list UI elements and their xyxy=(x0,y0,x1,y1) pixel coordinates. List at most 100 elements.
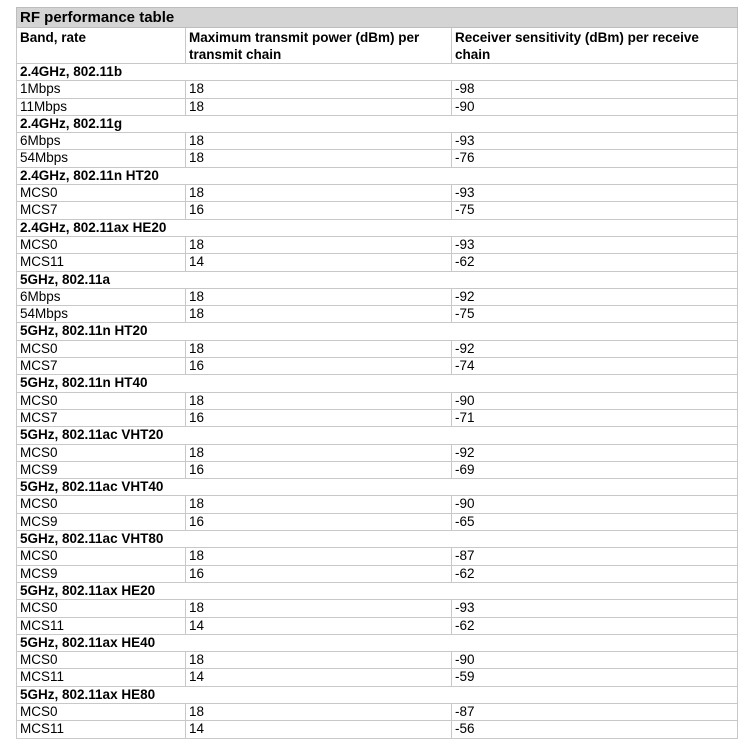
table-row: MCS11 14 -56 xyxy=(16,720,739,739)
group-header-row: 5GHz, 802.11n HT20 xyxy=(15,322,739,341)
group-name: 5GHz, 802.11n HT20 xyxy=(15,322,739,341)
table-row: MCS9 16 -65 xyxy=(16,512,739,532)
table-row: MCS0 18 -90 xyxy=(16,495,739,514)
cell-max-transmit-power: 14 xyxy=(185,616,452,635)
table-row: MCS0 18 -90 xyxy=(16,391,739,410)
table-row: MCS0 18 -90 xyxy=(16,651,739,670)
rf-performance-table: RF performance table Band, rate Maximum … xyxy=(15,7,739,739)
cell-rate: MCS0 xyxy=(16,235,186,255)
cell-max-transmit-power: 18 xyxy=(185,599,452,618)
group-header-row: 2.4GHz, 802.11ax HE20 xyxy=(15,218,739,237)
table-row: 54Mbps 18 -76 xyxy=(16,149,739,168)
cell-receiver-sensitivity: -62 xyxy=(450,616,739,635)
table-row: 6Mbps 18 -92 xyxy=(16,287,739,307)
cell-max-transmit-power: 16 xyxy=(185,408,452,428)
cell-max-transmit-power: 18 xyxy=(185,391,452,410)
header-receiver-sensitivity: Receiver sensitivity (dBm) per receive c… xyxy=(450,27,739,64)
group-header-row: 2.4GHz, 802.11n HT20 xyxy=(15,166,739,186)
table-row: 1Mbps 18 -98 xyxy=(16,80,739,99)
header-max-transmit-power: Maximum transmit power (dBm) per transmi… xyxy=(185,27,452,64)
group-header-row: 5GHz, 802.11a xyxy=(15,270,739,289)
cell-receiver-sensitivity: -75 xyxy=(450,305,739,324)
group-header-row: 5GHz, 802.11ax HE40 xyxy=(15,633,739,653)
cell-receiver-sensitivity: -92 xyxy=(450,339,739,359)
group-name: 2.4GHz, 802.11ax HE20 xyxy=(15,218,739,237)
cell-max-transmit-power: 14 xyxy=(185,253,452,272)
cell-receiver-sensitivity: -90 xyxy=(450,97,739,116)
group-name: 5GHz, 802.11ax HE20 xyxy=(15,581,739,601)
cell-rate: 1Mbps xyxy=(16,80,186,99)
cell-max-transmit-power: 14 xyxy=(185,720,452,739)
cell-max-transmit-power: 18 xyxy=(185,305,452,324)
cell-rate: MCS7 xyxy=(16,201,186,220)
table-row: MCS0 18 -93 xyxy=(16,184,739,203)
group-header-row: 5GHz, 802.11n HT40 xyxy=(15,374,739,393)
table-row: MCS9 16 -69 xyxy=(16,460,739,480)
cell-max-transmit-power: 18 xyxy=(185,495,452,514)
cell-receiver-sensitivity: -74 xyxy=(450,357,739,376)
table-row: 6Mbps 18 -93 xyxy=(16,132,739,151)
group-header-row: 5GHz, 802.11ac VHT20 xyxy=(15,426,739,445)
cell-receiver-sensitivity: -93 xyxy=(450,184,739,203)
cell-max-transmit-power: 18 xyxy=(185,339,452,359)
cell-receiver-sensitivity: -90 xyxy=(450,391,739,410)
cell-rate: MCS7 xyxy=(16,357,186,376)
cell-receiver-sensitivity: -76 xyxy=(450,149,739,168)
cell-max-transmit-power: 18 xyxy=(185,443,452,462)
table-row: MCS0 18 -87 xyxy=(16,702,739,722)
cell-max-transmit-power: 18 xyxy=(185,547,452,566)
group-header-row: 2.4GHz, 802.11g xyxy=(15,114,739,134)
group-name: 2.4GHz, 802.11n HT20 xyxy=(15,166,739,186)
group-name: 5GHz, 802.11ac VHT20 xyxy=(15,426,739,445)
group-name: 5GHz, 802.11ax HE40 xyxy=(15,633,739,653)
cell-rate: 6Mbps xyxy=(16,287,186,307)
cell-receiver-sensitivity: -93 xyxy=(450,235,739,255)
cell-max-transmit-power: 18 xyxy=(185,80,452,99)
table-row: MCS0 18 -92 xyxy=(16,443,739,462)
cell-rate: MCS11 xyxy=(16,253,186,272)
group-header-row: 5GHz, 802.11ax HE20 xyxy=(15,581,739,601)
cell-receiver-sensitivity: -71 xyxy=(450,408,739,428)
cell-receiver-sensitivity: -65 xyxy=(450,512,739,532)
cell-max-transmit-power: 16 xyxy=(185,357,452,376)
cell-max-transmit-power: 18 xyxy=(185,149,452,168)
cell-receiver-sensitivity: -90 xyxy=(450,651,739,670)
cell-rate: MCS0 xyxy=(16,391,186,410)
table-row: 11Mbps 18 -90 xyxy=(16,97,739,116)
cell-rate: 6Mbps xyxy=(16,132,186,151)
table-row: MCS7 16 -74 xyxy=(16,357,739,376)
group-header-row: 5GHz, 802.11ac VHT80 xyxy=(15,530,739,549)
cell-rate: 54Mbps xyxy=(16,305,186,324)
group-name: 5GHz, 802.11ac VHT80 xyxy=(15,530,739,549)
table-row: MCS7 16 -75 xyxy=(16,201,739,220)
cell-max-transmit-power: 16 xyxy=(185,460,452,480)
cell-receiver-sensitivity: -93 xyxy=(450,599,739,618)
group-name: 2.4GHz, 802.11b xyxy=(15,62,739,82)
cell-receiver-sensitivity: -90 xyxy=(450,495,739,514)
group-name: 5GHz, 802.11n HT40 xyxy=(15,374,739,393)
cell-receiver-sensitivity: -92 xyxy=(450,287,739,307)
cell-rate: MCS0 xyxy=(16,651,186,670)
cell-max-transmit-power: 18 xyxy=(185,132,452,151)
cell-receiver-sensitivity: -98 xyxy=(450,80,739,99)
cell-receiver-sensitivity: -87 xyxy=(450,547,739,566)
group-name: 2.4GHz, 802.11g xyxy=(15,114,739,134)
cell-max-transmit-power: 18 xyxy=(185,184,452,203)
header-row: Band, rate Maximum transmit power (dBm) … xyxy=(16,27,739,64)
group-name: 5GHz, 802.11ax HE80 xyxy=(15,685,739,704)
table-row: MCS9 16 -62 xyxy=(16,564,739,583)
table-row: MCS11 14 -62 xyxy=(16,253,739,272)
cell-rate: MCS0 xyxy=(16,443,186,462)
cell-max-transmit-power: 16 xyxy=(185,564,452,583)
table-title-row: RF performance table xyxy=(15,7,739,28)
cell-rate: 11Mbps xyxy=(16,97,186,116)
cell-receiver-sensitivity: -62 xyxy=(450,564,739,583)
cell-receiver-sensitivity: -62 xyxy=(450,253,739,272)
cell-max-transmit-power: 18 xyxy=(185,97,452,116)
cell-receiver-sensitivity: -75 xyxy=(450,201,739,220)
table-row: MCS0 18 -87 xyxy=(16,547,739,566)
cell-rate: MCS9 xyxy=(16,512,186,532)
cell-max-transmit-power: 18 xyxy=(185,235,452,255)
cell-rate: MCS9 xyxy=(16,564,186,583)
group-header-row: 2.4GHz, 802.11b xyxy=(15,62,739,82)
